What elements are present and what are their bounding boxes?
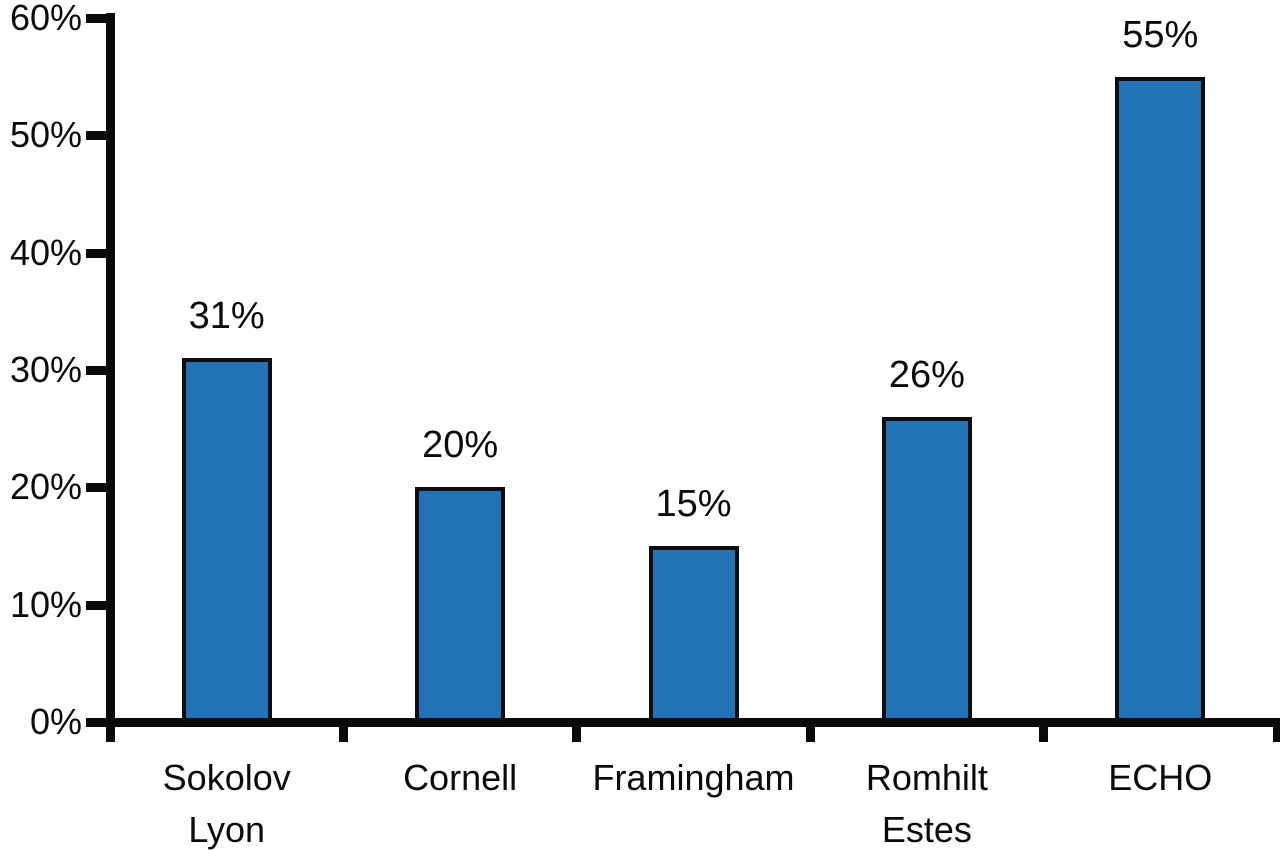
x-category-label: ECHO [1108, 757, 1213, 798]
y-tick [86, 131, 110, 141]
y-tick-label: 20% [9, 466, 82, 508]
x-tick [572, 722, 582, 742]
y-tick [86, 366, 110, 375]
bar [881, 417, 972, 722]
bar-value-label: 20% [422, 424, 499, 466]
y-tick-label: 60% [9, 0, 82, 38]
bar [1115, 77, 1206, 722]
x-category-label: Cornell [403, 757, 518, 798]
y-tick-label: 40% [9, 231, 82, 273]
y-tick [86, 14, 110, 23]
y-tick [86, 718, 110, 727]
x-category-label: Sokolov Lyon [162, 757, 291, 850]
x-category-label: Romhilt Estes [865, 757, 988, 850]
y-tick-label: 50% [9, 114, 82, 156]
x-axis-line [106, 718, 1280, 727]
y-tick [86, 248, 110, 258]
y-axis-line [106, 13, 115, 727]
bar [648, 546, 739, 722]
bar [415, 487, 506, 722]
y-tick-label: 10% [9, 583, 82, 625]
y-tick-label: 30% [9, 349, 82, 390]
bar-value-label: 15% [655, 483, 732, 525]
x-tick [1039, 722, 1049, 742]
bar [181, 358, 272, 722]
bar-value-label: 55% [1122, 14, 1199, 56]
y-tick [86, 483, 110, 493]
x-tick [338, 722, 348, 742]
x-tick [1272, 722, 1280, 742]
y-tick [86, 600, 110, 610]
y-tick-label: 0% [29, 701, 82, 742]
x-tick [805, 722, 815, 742]
bar-value-label: 31% [188, 295, 265, 337]
x-tick [105, 722, 115, 742]
bar-value-label: 26% [888, 354, 965, 396]
x-category-label: Framingham [592, 757, 795, 798]
